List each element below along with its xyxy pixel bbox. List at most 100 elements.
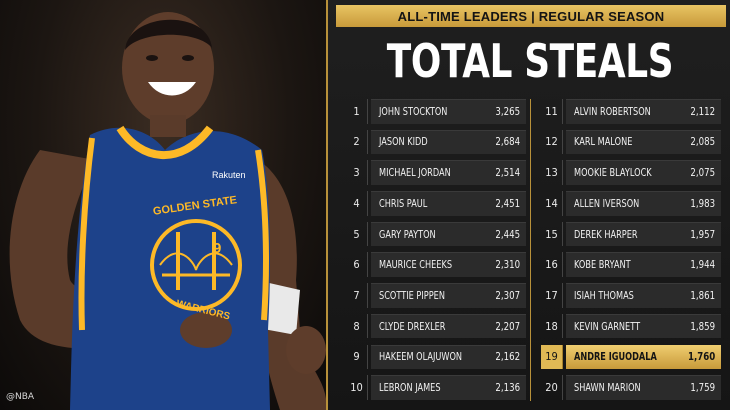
leader-row-highlighted: 19 ANDRE IGUODALA 1,760	[541, 344, 721, 369]
leader-rank: 20	[541, 375, 563, 400]
leader-bar: GARY PAYTON 2,445	[371, 221, 526, 247]
page-title: TOTAL STEALS	[386, 34, 674, 88]
leader-steals: 2,207	[495, 320, 520, 333]
leader-row: 3 MICHAEL JORDAN 2,514	[346, 160, 526, 185]
leader-name: SHAWN MARION	[574, 381, 641, 394]
leader-bar: MAURICE CHEEKS 2,310	[371, 252, 526, 277]
leader-steals: 1,760	[687, 350, 715, 363]
leader-bar: JASON KIDD 2,684	[371, 129, 526, 155]
jersey-number: 9	[213, 240, 222, 257]
leader-steals: 2,075	[690, 167, 715, 180]
player-photo: GOLDEN STATE 9 Rakuten WARRIORS @NBA	[0, 0, 326, 410]
leaders-column-left: 1 JOHN STOCKTON 3,265 2 JASON KIDD 2,684 3 MICH…	[346, 99, 526, 406]
leader-name: ALVIN ROBERTSON	[574, 105, 651, 118]
leader-steals: 1,861	[690, 289, 715, 302]
leader-steals: 2,136	[495, 381, 520, 394]
leader-rank: 11	[541, 99, 563, 124]
player-illustration	[9, 12, 326, 410]
leader-row: 1 JOHN STOCKTON 3,265	[346, 99, 526, 124]
leader-name: ISIAH THOMAS	[574, 289, 634, 302]
leader-steals: 2,310	[495, 259, 520, 272]
nba-watermark: @NBA	[6, 392, 35, 402]
leader-row: 2 JASON KIDD 2,684	[346, 129, 526, 155]
leader-bar: KARL MALONE 2,085	[566, 129, 721, 155]
leader-row: 6 MAURICE CHEEKS 2,310	[346, 252, 526, 277]
leader-rank: 16	[541, 252, 563, 277]
leader-bar: LEBRON JAMES 2,136	[371, 375, 526, 400]
leader-steals: 1,983	[690, 197, 715, 210]
leader-name: ANDRE IGUODALA	[574, 350, 657, 363]
leader-bar: DEREK HARPER 1,957	[566, 221, 721, 247]
leaders-column-right: 11 ALVIN ROBERTSON 2,112 12 KARL MALONE 2,085…	[541, 99, 721, 406]
leader-rank: 5	[346, 221, 368, 247]
column-divider	[530, 99, 531, 401]
leader-row: 9 HAKEEM OLAJUWON 2,162	[346, 344, 526, 369]
leader-steals: 2,514	[495, 167, 520, 180]
leader-steals: 2,445	[495, 228, 520, 241]
leader-rank: 13	[541, 160, 563, 185]
leader-name: DEREK HARPER	[574, 228, 638, 241]
leader-steals: 1,859	[690, 320, 715, 333]
leader-row: 15 DEREK HARPER 1,957	[541, 221, 721, 247]
leader-row: 5 GARY PAYTON 2,445	[346, 221, 526, 247]
leaderboard-panel: ALL-TIME LEADERS | REGULAR SEASON TOTAL …	[326, 0, 730, 410]
leader-row: 10 LEBRON JAMES 2,136	[346, 375, 526, 400]
leader-row: 17 ISIAH THOMAS 1,861	[541, 283, 721, 308]
leader-rank: 1	[346, 99, 368, 124]
leader-bar: HAKEEM OLAJUWON 2,162	[371, 344, 526, 369]
leader-rank: 17	[541, 283, 563, 308]
leader-name: MAURICE CHEEKS	[379, 259, 453, 272]
leader-rank: 15	[541, 221, 563, 247]
leader-row: 14 ALLEN IVERSON 1,983	[541, 191, 721, 216]
leader-rank: 10	[346, 375, 368, 400]
leader-name: SCOTTIE PIPPEN	[379, 289, 445, 302]
leader-steals: 1,759	[690, 381, 715, 394]
leader-rank: 18	[541, 313, 563, 339]
leader-rank: 6	[346, 252, 368, 277]
leader-name: CLYDE DREXLER	[379, 320, 446, 333]
leader-bar: KEVIN GARNETT 1,859	[566, 313, 721, 339]
leader-steals: 2,085	[690, 136, 715, 149]
leader-bar: SHAWN MARION 1,759	[566, 375, 721, 400]
jersey-patch: Rakuten	[212, 170, 246, 180]
leader-bar: ANDRE IGUODALA 1,760	[566, 344, 721, 369]
leader-bar: MOOKIE BLAYLOCK 2,075	[566, 160, 721, 185]
leader-bar: SCOTTIE PIPPEN 2,307	[371, 283, 526, 308]
leader-steals: 2,307	[495, 289, 520, 302]
leader-bar: KOBE BRYANT 1,944	[566, 252, 721, 277]
leader-name: LEBRON JAMES	[379, 381, 441, 394]
leader-rank: 8	[346, 313, 368, 339]
leader-steals: 2,451	[495, 197, 520, 210]
leader-name: KARL MALONE	[574, 136, 633, 149]
leader-bar: CHRIS PAUL 2,451	[371, 191, 526, 216]
leader-steals: 1,957	[690, 228, 715, 241]
leader-row: 12 KARL MALONE 2,085	[541, 129, 721, 155]
leader-rank: 14	[541, 191, 563, 216]
leader-name: HAKEEM OLAJUWON	[379, 351, 463, 364]
leader-row: 11 ALVIN ROBERTSON 2,112	[541, 99, 721, 124]
leader-rank: 9	[346, 344, 368, 369]
leader-rank: 4	[346, 191, 368, 216]
leader-row: 8 CLYDE DREXLER 2,207	[346, 313, 526, 339]
leader-name: KOBE BRYANT	[574, 259, 631, 272]
leader-name: JASON KIDD	[379, 136, 428, 149]
leader-name: CHRIS PAUL	[379, 197, 428, 210]
leader-name: ALLEN IVERSON	[574, 197, 640, 210]
leader-row: 20 SHAWN MARION 1,759	[541, 375, 721, 400]
leader-bar: ALLEN IVERSON 1,983	[566, 191, 721, 216]
leader-row: 16 KOBE BRYANT 1,944	[541, 252, 721, 277]
leader-rank: 19	[541, 344, 563, 369]
leader-bar: ALVIN ROBERTSON 2,112	[566, 99, 721, 124]
leader-rank: 2	[346, 129, 368, 155]
leader-name: MOOKIE BLAYLOCK	[574, 167, 652, 180]
leader-bar: JOHN STOCKTON 3,265	[371, 99, 526, 124]
leader-bar: ISIAH THOMAS 1,861	[566, 283, 721, 308]
leader-bar: MICHAEL JORDAN 2,514	[371, 160, 526, 185]
leader-steals: 3,265	[495, 105, 520, 118]
season-banner: ALL-TIME LEADERS | REGULAR SEASON	[336, 5, 726, 27]
leader-bar: CLYDE DREXLER 2,207	[371, 313, 526, 339]
leader-name: GARY PAYTON	[379, 228, 436, 241]
leader-row: 4 CHRIS PAUL 2,451	[346, 191, 526, 216]
leader-row: 7 SCOTTIE PIPPEN 2,307	[346, 283, 526, 308]
leader-name: KEVIN GARNETT	[574, 320, 641, 333]
